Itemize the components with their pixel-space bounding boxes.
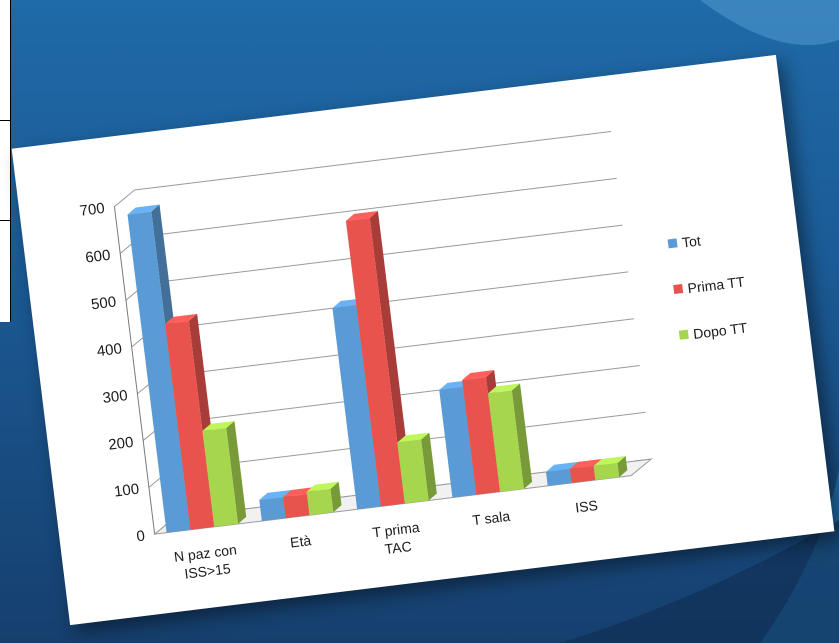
y-tick-label: 300 (102, 387, 129, 407)
gridline (151, 271, 629, 331)
bar-top (569, 458, 602, 469)
table-fragment (0, 0, 11, 322)
y-tick-label: 600 (84, 247, 111, 267)
bar-top (283, 487, 316, 498)
x-tick-label: T sala (471, 508, 511, 529)
bar-top (488, 383, 521, 394)
legend-label: Tot (681, 232, 702, 250)
bar (462, 377, 501, 495)
bar-top (397, 432, 430, 443)
bar (283, 494, 310, 519)
bar-top (202, 420, 235, 431)
bar-top (127, 204, 160, 215)
x-tick-label: T prima (372, 519, 421, 541)
bar (306, 488, 334, 516)
bar-side (369, 210, 413, 504)
bar-top (165, 313, 198, 324)
bar-side (421, 432, 437, 501)
bar (345, 218, 405, 507)
bar (593, 463, 620, 481)
bar (127, 211, 191, 533)
bar (569, 466, 596, 483)
legend-label: Prima TT (687, 273, 746, 296)
x-tick-label: Età (289, 532, 312, 550)
bar-top (306, 481, 339, 492)
bar (439, 387, 477, 498)
x-tick-label: ISS>15 (184, 560, 232, 582)
y-tick-label: 100 (113, 481, 140, 501)
bar-side (617, 456, 628, 478)
bar-top (593, 456, 626, 467)
chart-card: 0 100 200 300 400 500 600 700 N paz con ISS>15 Età… (11, 54, 835, 626)
bar-top (259, 489, 292, 500)
bar-top (462, 370, 495, 381)
legend-swatch (678, 329, 689, 340)
bar (332, 305, 381, 510)
bar-side (330, 481, 342, 513)
y-tick-label: 0 (135, 527, 145, 545)
legend-label: Dopo TT (692, 319, 748, 342)
gridline (163, 364, 640, 425)
bar (397, 439, 429, 504)
gridline-side (114, 189, 135, 207)
legend-swatch (673, 284, 684, 295)
gridline (134, 131, 612, 191)
bar-top (545, 461, 579, 472)
legend-swatch (667, 238, 678, 249)
gridline (157, 318, 635, 378)
y-axis (113, 206, 156, 535)
bar (165, 320, 215, 530)
y-tick-label: 500 (90, 293, 117, 313)
bar (488, 390, 524, 492)
bar (202, 427, 239, 527)
bar (545, 468, 572, 486)
x-tick-label: N paz con (173, 541, 238, 565)
bar-top (345, 210, 378, 221)
y-tick-label: 400 (96, 340, 123, 360)
bar-side (226, 420, 247, 524)
gridline (146, 224, 623, 285)
y-tick-label: 200 (107, 434, 134, 454)
x-tick-label: ISS (574, 497, 598, 516)
x-tick-label: TAC (384, 538, 413, 557)
bar-side (511, 383, 533, 489)
y-tick-label: 700 (79, 200, 106, 220)
gridline (140, 177, 617, 238)
bar (259, 497, 286, 521)
